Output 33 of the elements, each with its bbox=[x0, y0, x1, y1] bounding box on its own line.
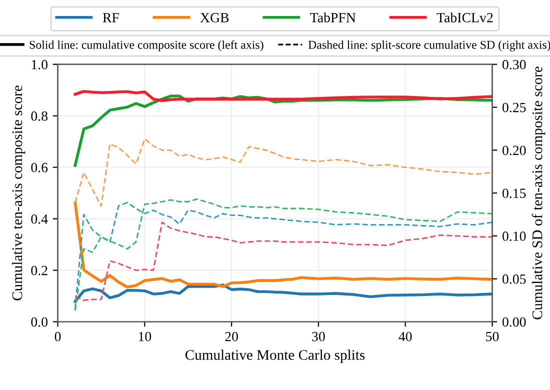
y2-tick-label: 0.10 bbox=[502, 232, 526, 241]
y-tick-label: 0.2 bbox=[31, 266, 48, 276]
line-series bbox=[74, 201, 492, 288]
y-tick-label: 0.8 bbox=[31, 111, 48, 121]
line-series bbox=[74, 138, 492, 207]
y-tick-label: 0.0 bbox=[31, 317, 48, 327]
x-tick-label: 20 bbox=[225, 332, 238, 342]
x-axis-title: Cumulative Monte Carlo splits bbox=[185, 350, 365, 363]
text: Dashed line: split-score cumulative SD (right axis) bbox=[308, 40, 550, 52]
y2-axis-title: Cumulative SD of ten-axis composite score bbox=[532, 66, 546, 320]
x-tick-label: 0 bbox=[54, 332, 61, 342]
y-tick-label: 1.0 bbox=[32, 60, 48, 70]
x-tick-label: 50 bbox=[486, 332, 499, 342]
line-series bbox=[74, 284, 492, 303]
y2-tick-label: 0.05 bbox=[502, 274, 526, 284]
legend-label: XGB bbox=[200, 13, 229, 22]
y-axis-title: Cumulative ten-axis composite score bbox=[12, 86, 26, 300]
y-tick-label: 0.4 bbox=[31, 214, 48, 224]
line-series bbox=[74, 90, 492, 102]
y2-tick-label: 0.25 bbox=[502, 102, 526, 112]
legend-label: TabPFN bbox=[310, 12, 356, 22]
x-tick-label: 30 bbox=[312, 332, 325, 342]
y2-tick-label: 0.15 bbox=[502, 188, 526, 198]
legend-label: RF bbox=[102, 13, 119, 22]
y2-tick-label: 0.30 bbox=[502, 60, 526, 70]
x-tick-label: 10 bbox=[138, 332, 152, 342]
y2-tick-label: 0.00 bbox=[502, 317, 526, 327]
y2-tick-label: 0.20 bbox=[502, 146, 526, 156]
text: Solid line: cumulative composite score (left axis) bbox=[30, 40, 264, 52]
y-tick-label: 0.6 bbox=[31, 162, 48, 172]
line-series bbox=[74, 222, 492, 301]
x-tick-label: 40 bbox=[398, 332, 412, 342]
legend-label: TabICLv2 bbox=[436, 12, 493, 22]
